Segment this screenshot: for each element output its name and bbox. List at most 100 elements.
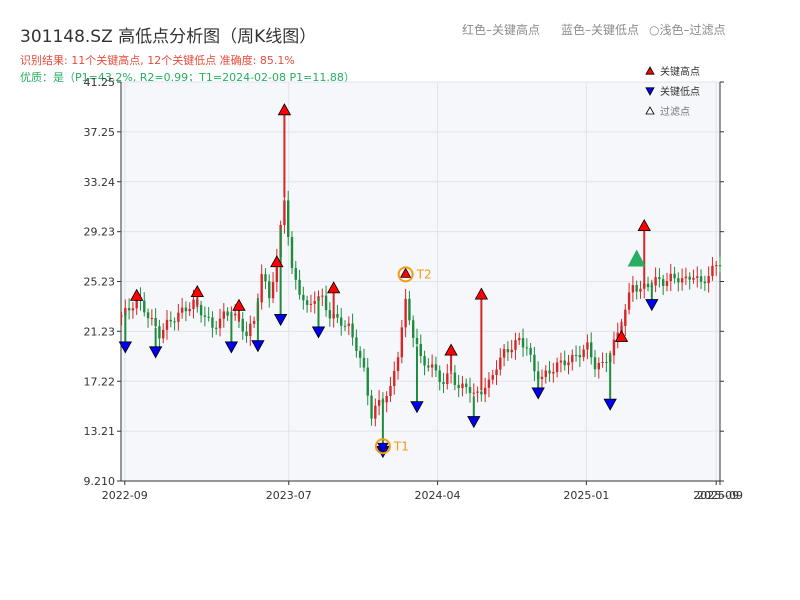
candle-body — [514, 340, 517, 350]
t-marker-triangle — [377, 442, 389, 454]
candle-body — [483, 387, 487, 395]
candle-body — [605, 361, 608, 363]
candle-body — [290, 237, 294, 269]
candle-body — [487, 379, 491, 388]
candle-body — [188, 309, 191, 312]
t-marker-label: T1 — [393, 439, 409, 453]
candle-body — [343, 325, 347, 327]
candle-body — [465, 383, 468, 387]
candle-body — [192, 299, 195, 310]
candle-body — [711, 265, 714, 277]
candle-body — [631, 285, 635, 293]
candle-body — [389, 385, 392, 396]
candle-body — [321, 295, 324, 297]
candle-body — [571, 354, 574, 363]
x-tick-label: 2025-01 — [563, 489, 609, 502]
candle-body — [411, 320, 415, 338]
candle-body — [328, 310, 332, 319]
candle-body — [385, 395, 388, 403]
candle-body — [233, 313, 237, 316]
candle-body — [366, 367, 369, 396]
candle-body — [215, 327, 218, 329]
candle-body — [226, 311, 229, 316]
candle-body — [143, 300, 146, 313]
candle-body — [654, 277, 657, 286]
y-tick-label: 25.23 — [84, 276, 116, 289]
candle-body — [408, 298, 411, 321]
candle-body — [419, 343, 422, 356]
candle-body — [355, 337, 358, 351]
hint-filtered: ○浅色–过滤点 — [649, 21, 726, 38]
candle-body — [340, 317, 343, 326]
candle-body — [574, 354, 578, 356]
candle-body — [154, 317, 157, 327]
candle-body — [510, 349, 513, 353]
candle-body — [283, 200, 286, 226]
candle-body — [555, 362, 559, 373]
x-tick-label: 2022-09 — [102, 489, 148, 502]
x-tick-label: 2024-04 — [415, 489, 461, 502]
candle-body — [506, 348, 510, 353]
candle-body — [453, 372, 457, 385]
candle-body — [688, 276, 691, 280]
candle-body — [146, 312, 150, 319]
key-high-marker — [637, 218, 651, 232]
candle-body — [616, 332, 619, 340]
candle-body — [302, 294, 305, 301]
candle-body — [393, 371, 396, 386]
key-high-marker — [130, 288, 144, 301]
candle-body — [586, 342, 589, 350]
candle-body — [612, 339, 616, 356]
candle-body — [241, 318, 244, 332]
key-high-marker — [190, 284, 204, 298]
candle-body — [518, 338, 521, 341]
candle-body — [434, 364, 438, 371]
x-tick-label: 2025-09 — [697, 489, 743, 502]
candle-body — [449, 372, 453, 374]
candle-body — [707, 276, 710, 284]
candle-body — [480, 391, 483, 395]
candle-body — [150, 317, 154, 319]
candle-body — [578, 355, 582, 358]
t-marker-triangle — [399, 267, 412, 278]
candle-body — [400, 327, 404, 358]
candle-body — [358, 350, 362, 358]
legend-low-icon — [645, 87, 655, 96]
candle-body — [127, 308, 131, 311]
candle-body — [597, 362, 600, 370]
candle-body — [661, 279, 665, 286]
legend-item-label: 关键低点 — [660, 85, 700, 98]
candle-body — [351, 323, 354, 338]
candle-body — [563, 360, 566, 366]
candle-body — [207, 316, 210, 318]
t-marker-ring — [374, 438, 391, 455]
key-high-marker — [232, 298, 246, 311]
candle-body — [673, 273, 676, 279]
candle-body — [120, 315, 123, 317]
legend-high-icon — [645, 66, 655, 75]
y-tick-label: 41.25 — [84, 76, 116, 89]
candle-body — [162, 329, 165, 339]
candle-body — [468, 386, 472, 393]
t-marker-ring — [397, 266, 414, 283]
key-low-marker — [645, 299, 659, 312]
candle-body — [287, 200, 290, 238]
candle-body — [415, 337, 419, 344]
key-low-marker — [251, 340, 265, 353]
candle-body — [298, 279, 301, 295]
candle-body — [491, 375, 494, 380]
key-high-marker — [277, 103, 292, 116]
candle-body — [158, 326, 161, 339]
candle-body — [715, 265, 718, 267]
candle-body — [430, 364, 434, 368]
candle-body — [362, 357, 366, 368]
key-low-marker — [410, 401, 424, 414]
key-low-marker — [467, 416, 481, 429]
candle-body — [646, 283, 650, 288]
candle-body — [275, 257, 279, 283]
candle-body — [313, 300, 316, 304]
key-high-marker — [270, 255, 284, 268]
candle-body — [684, 276, 688, 279]
candle-body — [658, 277, 661, 280]
candle-body — [249, 323, 252, 337]
